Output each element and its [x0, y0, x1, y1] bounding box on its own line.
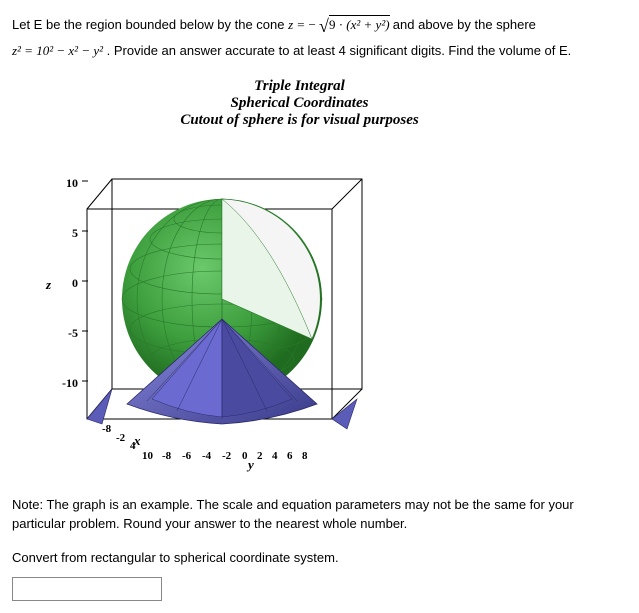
svg-text:-10: -10: [62, 376, 78, 390]
problem-intro: Let E be the region bounded below by the…: [12, 17, 288, 32]
svg-text:-5: -5: [68, 326, 78, 340]
svg-text:10: 10: [142, 450, 154, 462]
svg-text:0: 0: [72, 276, 78, 290]
eq1: z = − √9 · (x² + y²): [288, 17, 393, 32]
instruction: Convert from rectangular to spherical co…: [12, 550, 627, 565]
z-axis-label: z: [46, 277, 51, 293]
x-axis-ticks: -8 -2 4: [102, 423, 136, 452]
svg-text:-6: -6: [182, 450, 192, 462]
problem-statement: Let E be the region bounded below by the…: [12, 12, 627, 62]
svg-text:-2: -2: [116, 432, 126, 444]
figure-title: Triple Integral Spherical Coordinates Cu…: [0, 78, 627, 129]
chart-svg: 10 5 0 -5 -10 -8 -2 4 10 -8 -6 -4 -2 0 2: [32, 139, 412, 479]
answer-input[interactable]: [12, 577, 162, 601]
chart-3d: 10 5 0 -5 -10 -8 -2 4 10 -8 -6 -4 -2 0 2: [32, 139, 412, 479]
svg-text:-8: -8: [162, 450, 172, 462]
svg-text:8: 8: [302, 450, 308, 462]
title-line2: Spherical Coordinates: [0, 95, 627, 112]
title-line3: Cutout of sphere is for visual purposes: [0, 112, 627, 129]
title-line1: Triple Integral: [0, 78, 627, 95]
svg-text:10: 10: [66, 176, 78, 190]
svg-text:-4: -4: [202, 450, 212, 462]
problem-mid2: . Provide an answer accurate to at least…: [107, 43, 572, 58]
y-axis-label: y: [248, 457, 254, 473]
svg-text:6: 6: [287, 450, 293, 462]
svg-text:4: 4: [272, 450, 278, 462]
problem-mid1: and above by the sphere: [393, 17, 536, 32]
svg-text:5: 5: [72, 226, 78, 240]
y-axis-ticks: 10 -8 -6 -4 -2 0 2 4 6 8: [142, 450, 308, 462]
svg-text:-8: -8: [102, 423, 112, 435]
x-axis-label: x: [134, 433, 141, 449]
svg-text:2: 2: [257, 450, 263, 462]
z-axis-ticks: 10 5 0 -5 -10: [62, 176, 88, 390]
cone: [87, 319, 357, 429]
eq2: z² = 10² − x² − y²: [12, 43, 103, 58]
note: Note: The graph is an example. The scale…: [12, 495, 627, 534]
svg-text:-2: -2: [222, 450, 232, 462]
